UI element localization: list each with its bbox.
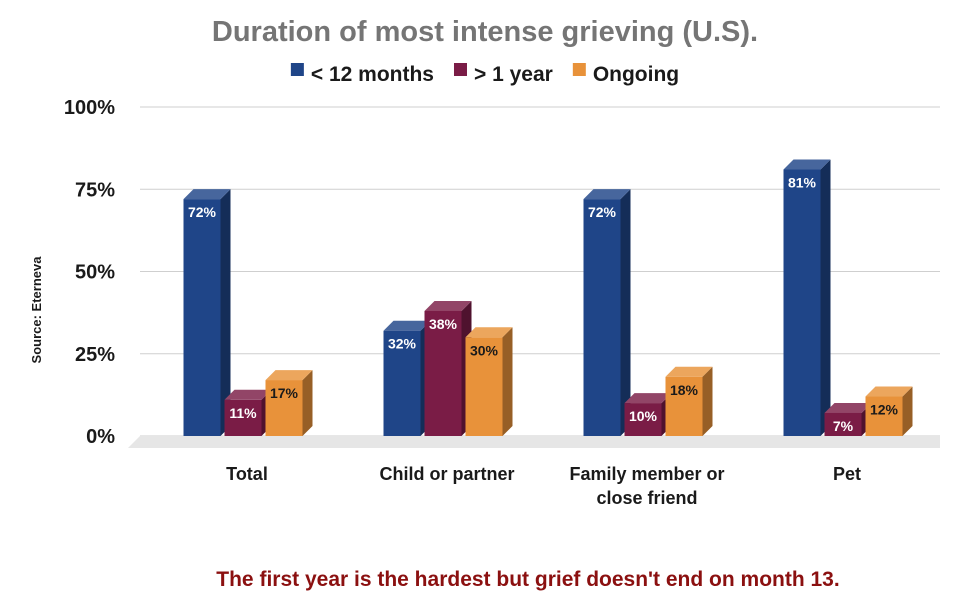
- y-tick-label: 25%: [75, 344, 115, 366]
- bar-top: [865, 386, 913, 397]
- bar-top: [424, 300, 472, 311]
- bar-front: [583, 199, 621, 436]
- x-tick-label: Family member or close friend: [569, 464, 724, 508]
- floor-plane: [128, 436, 940, 448]
- y-tick-label: 75%: [75, 179, 115, 201]
- bar-top: [783, 159, 831, 170]
- bar: [783, 159, 831, 436]
- bar-top: [183, 189, 231, 200]
- bar-side: [902, 386, 913, 436]
- bar-front: [783, 169, 821, 436]
- legend-label: > 1 year: [474, 63, 553, 86]
- y-tick-label: 100%: [64, 97, 115, 119]
- data-label: 72%: [588, 204, 617, 220]
- bar: [465, 327, 513, 436]
- bar-top: [383, 320, 431, 331]
- bar-side: [702, 366, 713, 436]
- bar-top: [265, 370, 313, 381]
- bar-top: [465, 327, 513, 338]
- legend-item: < 12 months: [290, 63, 434, 86]
- legend-swatch: [453, 63, 467, 76]
- bar-front: [424, 310, 462, 436]
- legend-label: Ongoing: [593, 63, 679, 86]
- legend-swatch: [290, 63, 304, 76]
- bar-front: [183, 199, 221, 436]
- bars: 72% 11% 17% 32% 38% 30% 72% 10% 18% 81% 7% 12%: [183, 159, 913, 436]
- bar-front: [865, 396, 903, 436]
- y-axis-label: Source: Eterneva: [29, 256, 44, 364]
- x-tick-label: Pet: [833, 464, 861, 484]
- data-label: 72%: [188, 204, 217, 220]
- bar-top: [665, 366, 713, 377]
- y-axis-ticks: 0% 25% 50% 75% 100%: [64, 97, 115, 448]
- bar-side: [620, 189, 631, 436]
- bar-front: [265, 380, 303, 436]
- bar-side: [820, 159, 831, 436]
- bar-front: [383, 330, 421, 436]
- data-label: 81%: [788, 175, 817, 191]
- chart-title: Duration of most intense grieving (U.S).: [212, 16, 758, 48]
- bar-front: [824, 412, 862, 436]
- data-label: 12%: [870, 402, 899, 418]
- chart-floor: [128, 436, 940, 448]
- y-tick-label: 0%: [86, 426, 115, 448]
- bar-top: [624, 393, 672, 404]
- data-label: 11%: [229, 405, 257, 421]
- bar-front: [624, 403, 662, 436]
- legend-label: < 12 months: [311, 63, 434, 86]
- legend-item: Ongoing: [572, 63, 679, 86]
- bar-front: [224, 399, 262, 436]
- x-axis-ticks: Total Child or partner Family member or clo…: [226, 464, 861, 508]
- data-label: 32%: [388, 336, 417, 352]
- bar: [183, 189, 231, 436]
- bar-top: [583, 189, 631, 200]
- bar: [265, 370, 313, 436]
- data-label: 30%: [470, 342, 499, 358]
- bar: [824, 402, 872, 436]
- bar-top: [224, 389, 272, 400]
- bar-top: [824, 402, 872, 413]
- x-tick-label: Child or partner: [379, 464, 514, 484]
- legend: < 12 months > 1 year Ongoing: [290, 63, 679, 86]
- data-label: 10%: [629, 408, 658, 424]
- bar: [665, 366, 713, 436]
- bar-front: [465, 337, 503, 436]
- data-label: 18%: [670, 382, 699, 398]
- bar: [865, 386, 913, 436]
- data-label: 7%: [833, 418, 854, 434]
- legend-swatch: [572, 63, 586, 76]
- y-tick-label: 50%: [75, 262, 115, 284]
- bar-front: [665, 376, 703, 436]
- bar-side: [220, 189, 231, 436]
- bar: [583, 189, 631, 436]
- legend-item: > 1 year: [453, 63, 553, 86]
- bar: [624, 393, 672, 436]
- data-label: 17%: [270, 385, 299, 401]
- bar-side: [302, 370, 313, 436]
- bar-side: [502, 327, 513, 436]
- data-label: 38%: [429, 316, 458, 332]
- x-tick-label: Total: [226, 464, 268, 484]
- footnote: The first year is the hardest but grief …: [216, 568, 839, 591]
